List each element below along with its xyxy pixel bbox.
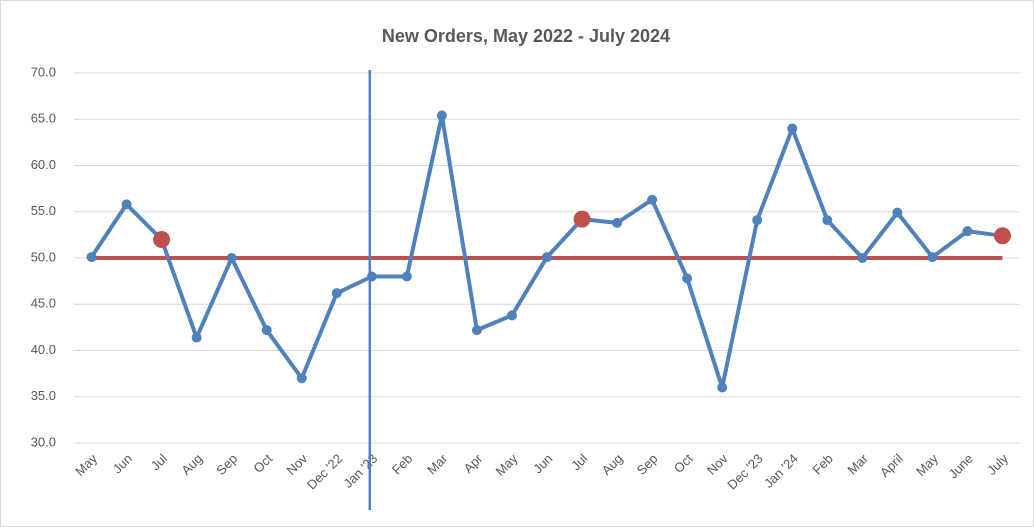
data-point (296, 373, 307, 384)
y-tick-label: 60.0 (31, 157, 56, 172)
data-point (471, 325, 482, 336)
highlight-point (573, 210, 591, 228)
data-point (366, 271, 377, 282)
highlight-point (153, 231, 171, 248)
chart-title: New Orders, May 2022 - July 2024 (382, 26, 670, 46)
data-point (927, 252, 938, 263)
data-point (787, 123, 798, 134)
data-point (191, 332, 202, 343)
data-point (506, 310, 517, 321)
y-tick-label: 55.0 (31, 203, 56, 218)
data-point (542, 252, 552, 263)
y-tick-label: 70.0 (31, 64, 56, 79)
y-tick-label: 65.0 (31, 111, 56, 126)
data-point (121, 199, 132, 210)
data-point (717, 382, 728, 393)
data-point (261, 325, 272, 336)
data-point (822, 215, 833, 226)
y-tick-label: 40.0 (31, 342, 56, 357)
y-tick-label: 30.0 (31, 434, 56, 449)
data-point (752, 215, 763, 226)
data-point (401, 271, 412, 282)
y-tick-label: 50.0 (31, 249, 56, 264)
data-point (647, 194, 658, 205)
data-point (892, 207, 903, 218)
data-point (226, 253, 237, 263)
data-point (436, 110, 447, 121)
data-point (857, 253, 868, 263)
data-point (86, 252, 97, 263)
y-tick-label: 45.0 (31, 296, 56, 311)
data-point (962, 226, 973, 237)
data-point (331, 288, 342, 299)
highlight-point (993, 227, 1011, 245)
y-tick-label: 35.0 (31, 388, 56, 403)
data-point (682, 273, 693, 284)
data-point (612, 217, 623, 228)
